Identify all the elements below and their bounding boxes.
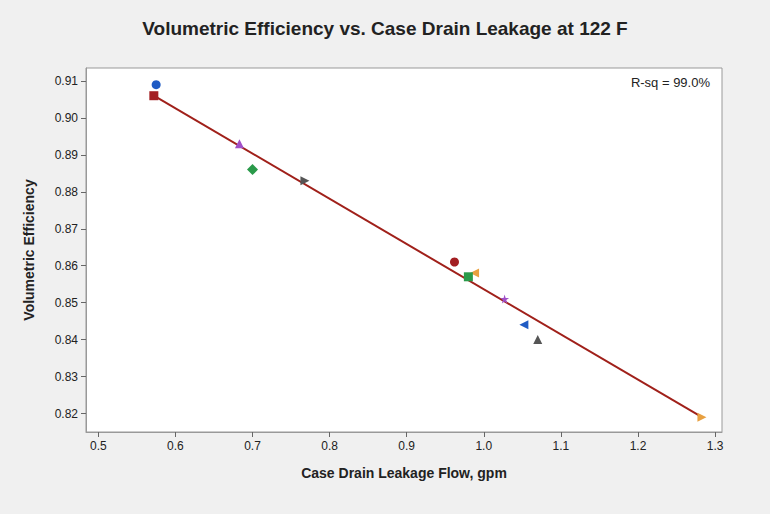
svg-text:1.3: 1.3 bbox=[707, 439, 724, 453]
svg-text:0.91: 0.91 bbox=[55, 74, 79, 88]
svg-text:1.0: 1.0 bbox=[475, 439, 492, 453]
svg-text:0.84: 0.84 bbox=[55, 333, 79, 347]
svg-text:0.7: 0.7 bbox=[244, 439, 261, 453]
svg-text:R-sq = 99.0%: R-sq = 99.0% bbox=[631, 75, 711, 90]
svg-text:0.82: 0.82 bbox=[55, 407, 79, 421]
svg-text:0.6: 0.6 bbox=[167, 439, 184, 453]
svg-text:0.88: 0.88 bbox=[55, 185, 79, 199]
svg-text:0.83: 0.83 bbox=[55, 370, 79, 384]
svg-text:1.2: 1.2 bbox=[630, 439, 647, 453]
svg-text:0.87: 0.87 bbox=[55, 222, 79, 236]
svg-text:0.5: 0.5 bbox=[90, 439, 107, 453]
svg-text:Volumetric Efficiency vs. Case: Volumetric Efficiency vs. Case Drain Lea… bbox=[142, 18, 627, 39]
svg-text:0.8: 0.8 bbox=[321, 439, 338, 453]
svg-text:0.89: 0.89 bbox=[55, 148, 79, 162]
svg-text:0.9: 0.9 bbox=[398, 439, 415, 453]
svg-text:0.86: 0.86 bbox=[55, 259, 79, 273]
svg-text:0.90: 0.90 bbox=[55, 111, 79, 125]
svg-text:1.1: 1.1 bbox=[553, 439, 570, 453]
svg-text:0.85: 0.85 bbox=[55, 296, 79, 310]
svg-text:Case Drain Leakage Flow, gpm: Case Drain Leakage Flow, gpm bbox=[301, 465, 507, 481]
svg-text:Volumetric Efficiency: Volumetric Efficiency bbox=[21, 179, 37, 321]
